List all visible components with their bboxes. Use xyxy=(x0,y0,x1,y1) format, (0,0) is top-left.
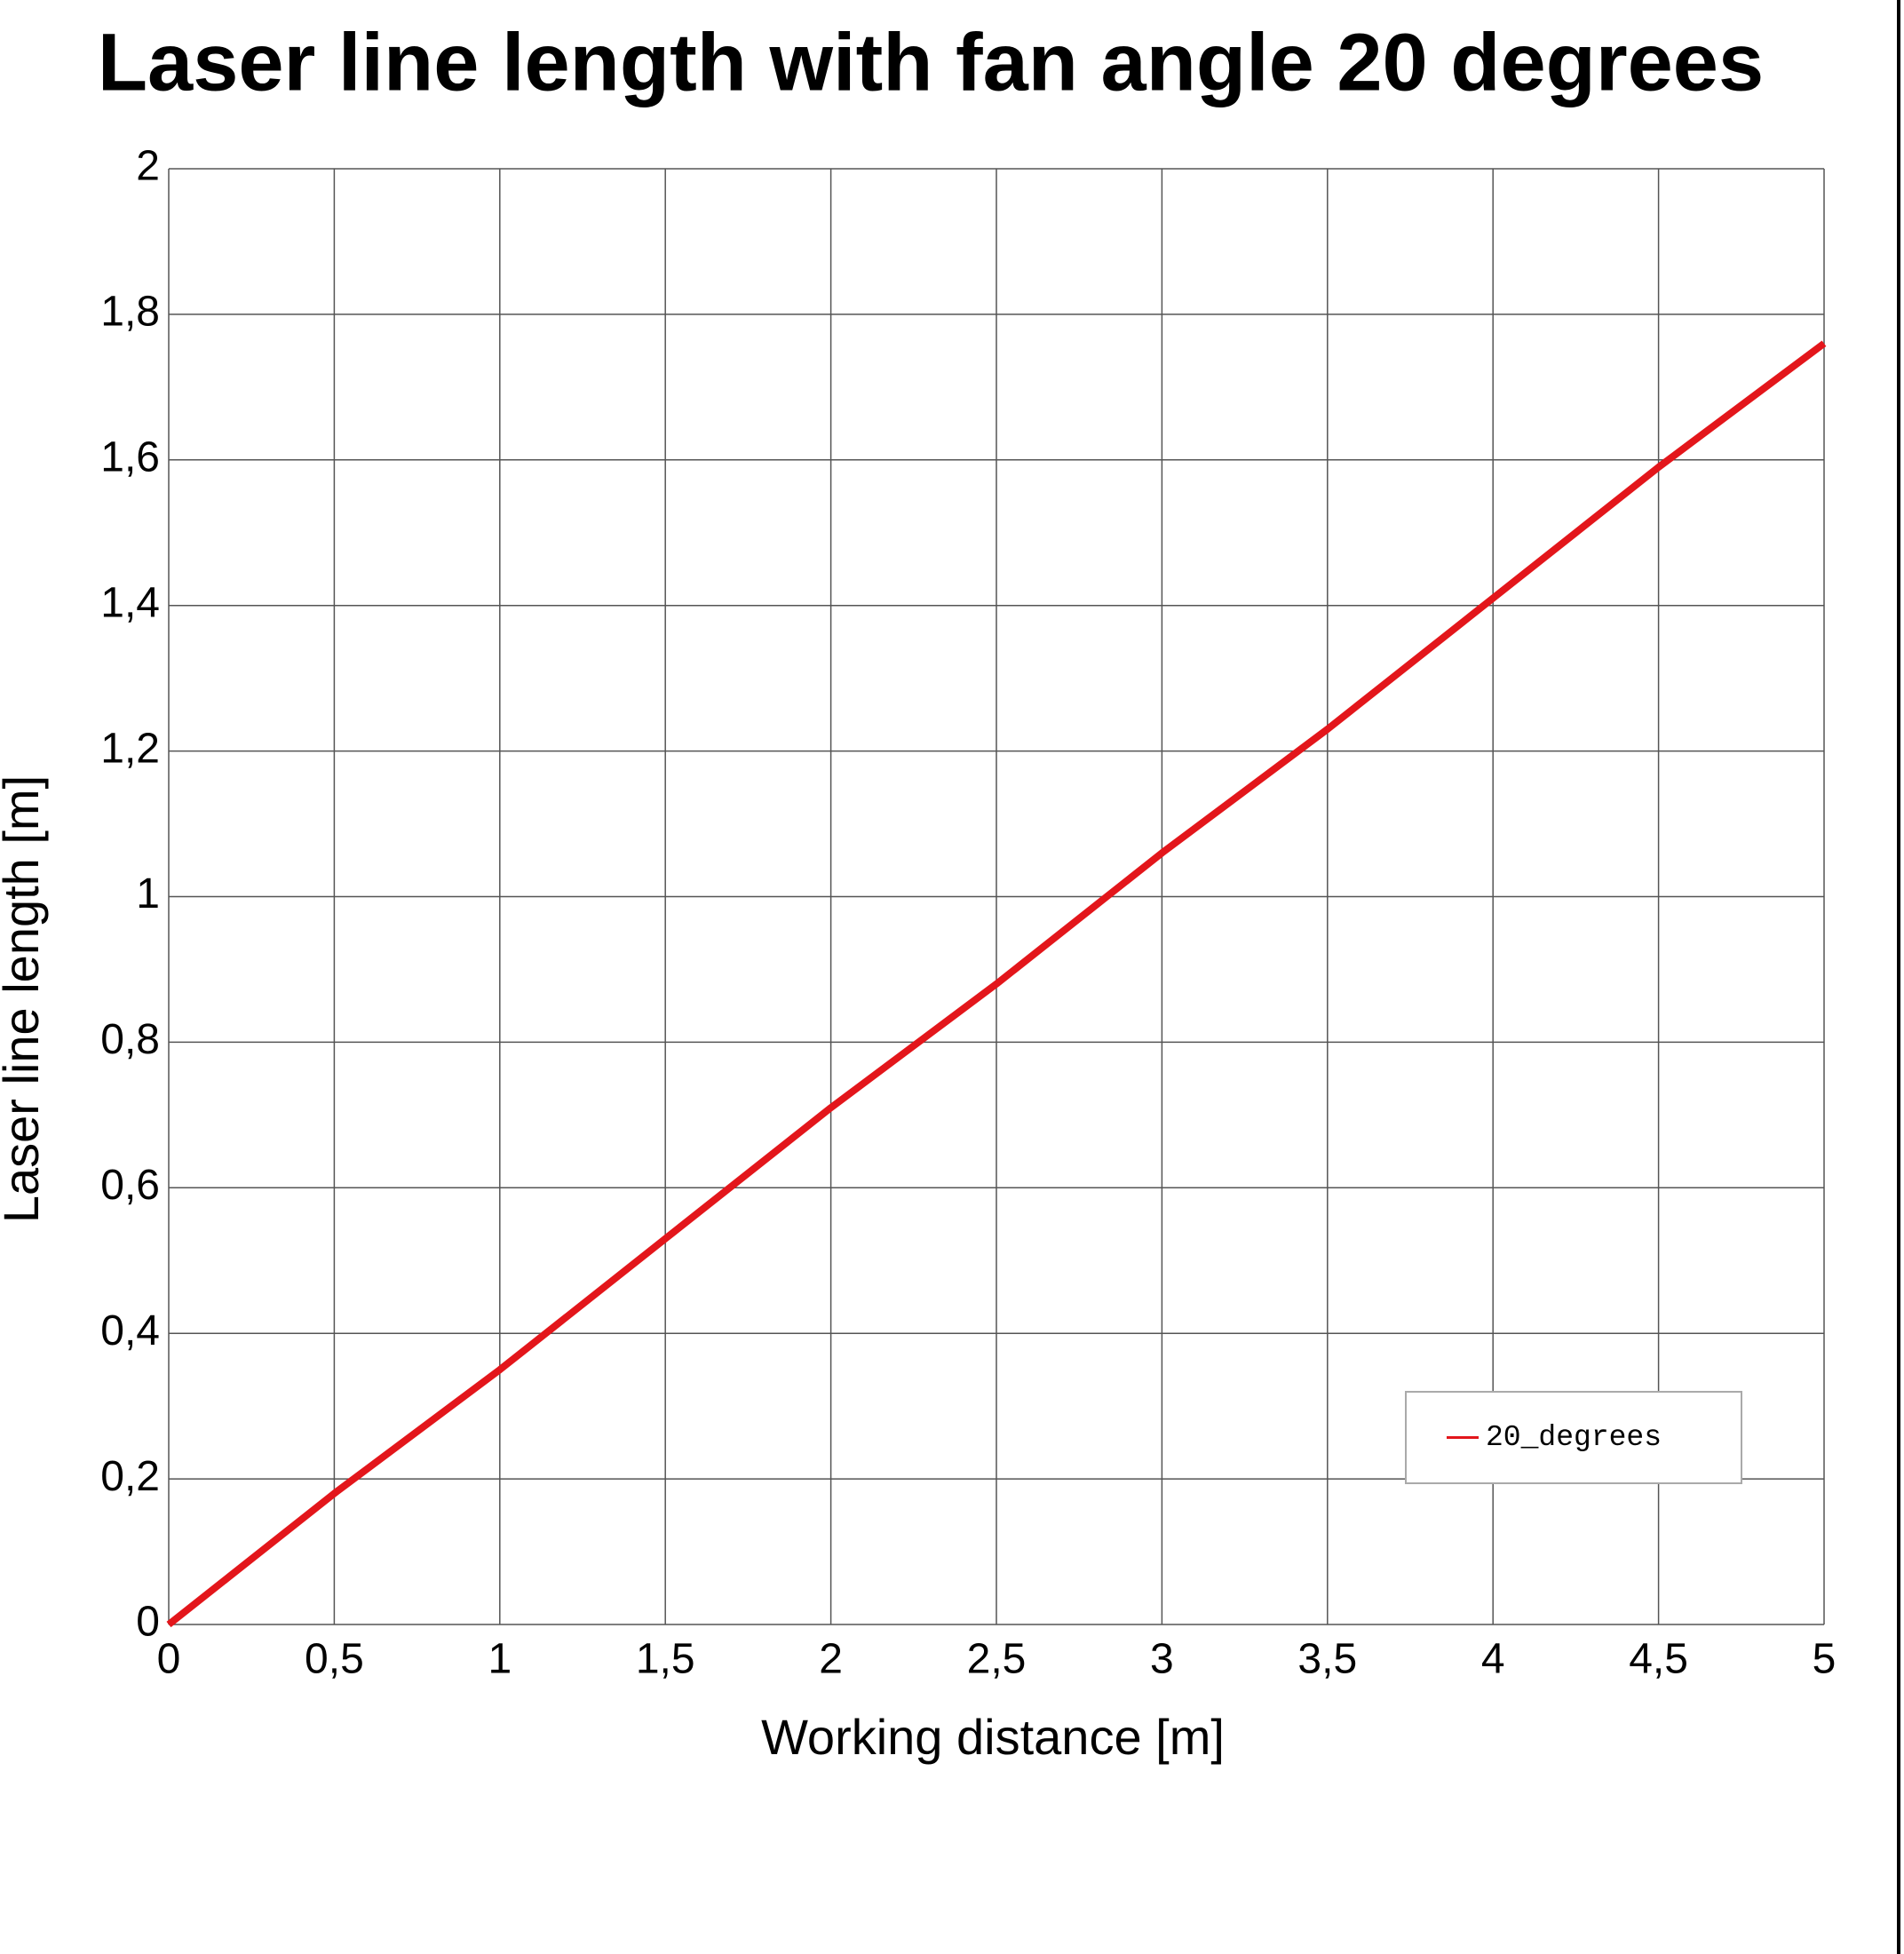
x-tick-label: 3 xyxy=(1150,1636,1174,1683)
x-tick-label: 0,5 xyxy=(305,1636,364,1683)
x-tick-label: 4,5 xyxy=(1629,1636,1688,1683)
y-tick-label: 2 xyxy=(136,143,160,190)
y-tick-label: 1 xyxy=(136,870,160,917)
legend-label: 20_degrees xyxy=(1486,1421,1662,1454)
x-tick-label: 5 xyxy=(1813,1636,1837,1683)
y-axis-title: Laser line length [m] xyxy=(0,775,49,1223)
y-tick-label: 0,8 xyxy=(100,1016,160,1063)
y-tick-label: 0,6 xyxy=(100,1162,160,1209)
x-tick-label: 1,5 xyxy=(636,1636,695,1683)
x-tick-label: 3,5 xyxy=(1297,1636,1357,1683)
y-tick-label: 1,2 xyxy=(100,725,160,772)
y-tick-label: 1,8 xyxy=(100,289,160,336)
x-axis-title: Working distance [m] xyxy=(761,1709,1225,1765)
x-tick-label: 1 xyxy=(488,1636,512,1683)
x-tick-label: 2,5 xyxy=(967,1636,1027,1683)
y-tick-label: 0,4 xyxy=(100,1307,160,1354)
y-tick-label: 0,2 xyxy=(100,1453,160,1500)
y-tick-label: 1,4 xyxy=(100,579,160,626)
y-tick-label: 0 xyxy=(136,1599,160,1646)
legend: 20_degrees xyxy=(1405,1391,1742,1484)
x-tick-label: 0 xyxy=(157,1636,181,1683)
x-tick-label: 2 xyxy=(819,1636,843,1683)
x-tick-label: 4 xyxy=(1481,1636,1505,1683)
data-line xyxy=(166,340,1827,1628)
chart-title: Laser line length with fan angle 20 degr… xyxy=(98,17,1764,107)
y-tick-label: 1,6 xyxy=(100,433,160,481)
